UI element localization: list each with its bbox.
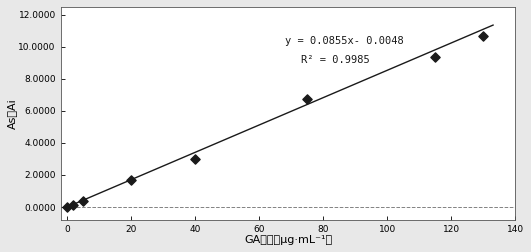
Point	[63, 205, 71, 209]
Point	[79, 199, 87, 203]
Text: y = 0.0855x- 0.0048: y = 0.0855x- 0.0048	[285, 36, 404, 46]
Y-axis label: As／Ai: As／Ai	[7, 98, 17, 129]
Point	[191, 157, 199, 161]
X-axis label: GA浓度（μg·mL⁻¹）: GA浓度（μg·mL⁻¹）	[244, 235, 332, 245]
Point	[431, 54, 440, 58]
Point	[69, 203, 78, 207]
Text: R² = 0.9985: R² = 0.9985	[301, 55, 370, 65]
Point	[479, 34, 487, 38]
Point	[303, 97, 312, 101]
Point	[127, 178, 135, 182]
